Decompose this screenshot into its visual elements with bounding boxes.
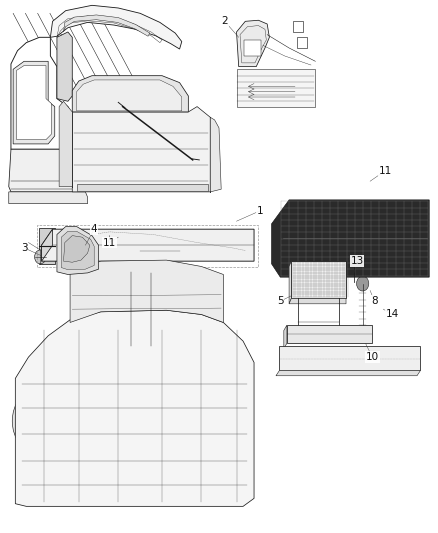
Polygon shape	[15, 310, 254, 506]
Polygon shape	[11, 37, 77, 149]
Polygon shape	[77, 184, 208, 191]
Polygon shape	[287, 325, 372, 343]
Polygon shape	[42, 229, 254, 261]
Polygon shape	[237, 20, 269, 67]
Text: 5: 5	[277, 296, 284, 306]
Polygon shape	[59, 101, 72, 187]
Text: 13: 13	[350, 256, 364, 266]
Polygon shape	[9, 192, 88, 204]
Polygon shape	[272, 200, 429, 277]
Text: 4: 4	[91, 224, 98, 234]
Polygon shape	[57, 227, 99, 274]
Circle shape	[151, 174, 156, 180]
Circle shape	[348, 252, 360, 265]
Text: 10: 10	[366, 352, 379, 362]
Circle shape	[70, 228, 74, 233]
Polygon shape	[13, 61, 55, 144]
Circle shape	[89, 238, 93, 244]
Polygon shape	[57, 32, 72, 101]
Bar	[297, 37, 307, 48]
Text: 1: 1	[257, 206, 264, 215]
Polygon shape	[276, 370, 420, 376]
Polygon shape	[237, 69, 315, 107]
Polygon shape	[70, 260, 223, 322]
Text: 14: 14	[385, 310, 399, 319]
Circle shape	[61, 264, 66, 269]
Polygon shape	[9, 149, 83, 192]
Text: 11: 11	[379, 166, 392, 175]
Polygon shape	[244, 40, 261, 56]
Polygon shape	[210, 117, 221, 192]
Bar	[39, 228, 55, 264]
Polygon shape	[284, 325, 287, 349]
Circle shape	[12, 388, 67, 454]
Circle shape	[20, 397, 59, 445]
Circle shape	[145, 342, 152, 351]
Circle shape	[133, 174, 138, 180]
Polygon shape	[72, 107, 210, 192]
Polygon shape	[64, 15, 150, 36]
Text: 2: 2	[221, 17, 228, 26]
Text: 11: 11	[103, 238, 116, 247]
Circle shape	[357, 276, 369, 291]
Polygon shape	[17, 66, 51, 140]
Bar	[293, 21, 303, 32]
Polygon shape	[279, 346, 420, 370]
Polygon shape	[64, 236, 90, 262]
Polygon shape	[289, 298, 346, 304]
Polygon shape	[77, 80, 182, 111]
Circle shape	[145, 364, 152, 372]
Polygon shape	[291, 261, 346, 298]
Polygon shape	[42, 229, 53, 261]
Polygon shape	[50, 5, 182, 49]
Polygon shape	[61, 231, 94, 270]
Text: 3: 3	[21, 243, 28, 253]
Circle shape	[199, 402, 239, 450]
Text: 8: 8	[371, 296, 378, 306]
Circle shape	[35, 250, 46, 264]
Polygon shape	[289, 261, 291, 304]
Polygon shape	[72, 76, 188, 112]
Circle shape	[130, 342, 137, 351]
Bar	[140, 246, 180, 256]
Circle shape	[130, 364, 137, 372]
Circle shape	[192, 393, 246, 459]
